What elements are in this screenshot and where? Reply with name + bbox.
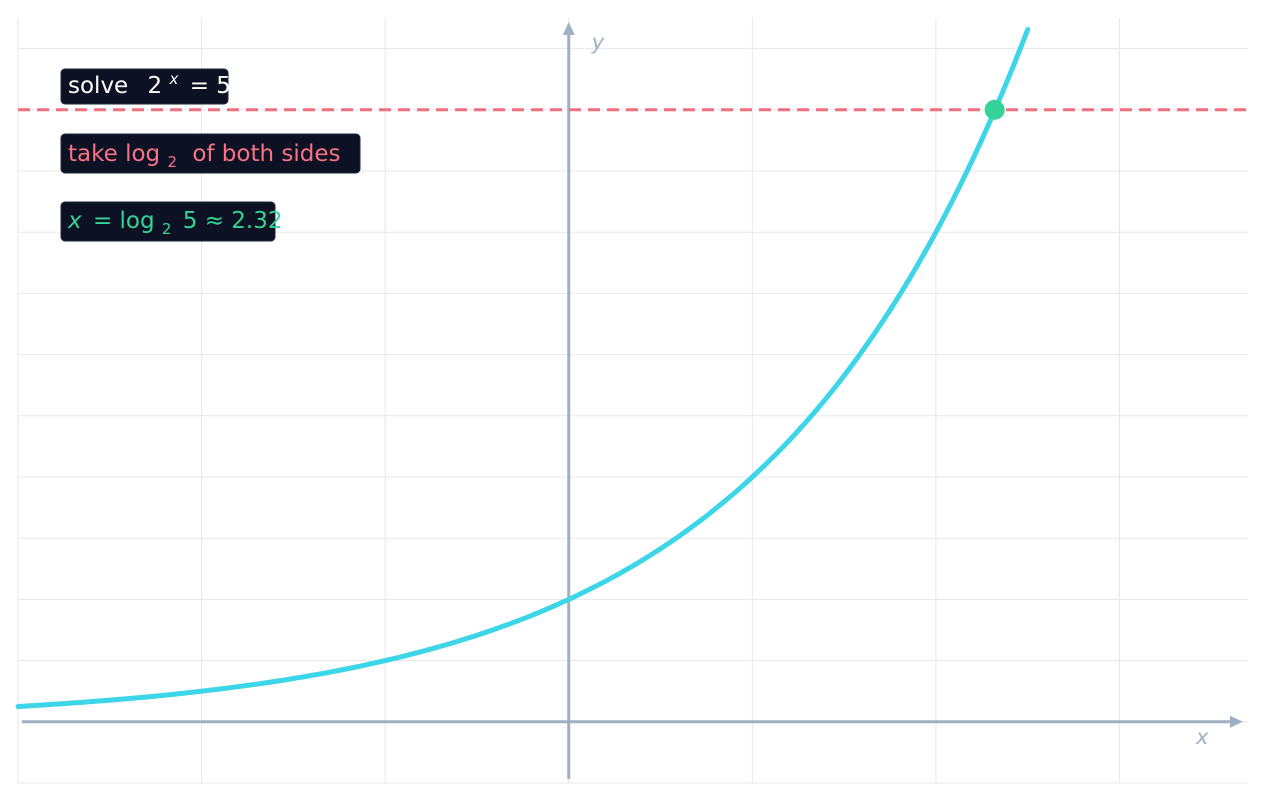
y-axis-arrow-icon [562,22,575,35]
step-3-value: 5 ≈ 2.32 [183,208,283,234]
step-3-log: = log [93,208,155,234]
solution-point [984,99,1005,120]
x-axis-arrow-icon [1230,715,1243,728]
step-1-rhs: = 5 [190,73,231,99]
x-axis-label: x [1195,725,1209,749]
step-3-log-base: 2 [162,220,172,238]
step-box-solve: solve 2 x = 5 [60,64,231,105]
step-1-base: 2 [148,73,163,99]
step-box-take-log: take log 2 of both sides [60,133,361,174]
step-2-text: take log 2 of both sides [68,141,340,173]
step-3-variable: x [67,208,82,234]
y-axis-label: y [591,30,605,54]
step-2-log-base: 2 [167,153,177,171]
step-1-exponent: x [168,70,178,88]
step-3-text: x = log 2 5 ≈ 2.32 [67,208,283,240]
axes [22,22,1243,779]
step-box-background [60,201,276,242]
grid [17,18,1248,784]
step-2-suffix: of both sides [192,141,340,167]
step-1-verb: solve [68,73,128,99]
step-box-background [60,133,361,174]
step-box-background [60,68,229,105]
step-2-prefix: take log [68,141,160,167]
step-box-result: x = log 2 5 ≈ 2.32 [60,201,283,242]
step-1-text: solve 2 x = 5 [68,64,231,99]
exponential-curve [15,26,1031,709]
